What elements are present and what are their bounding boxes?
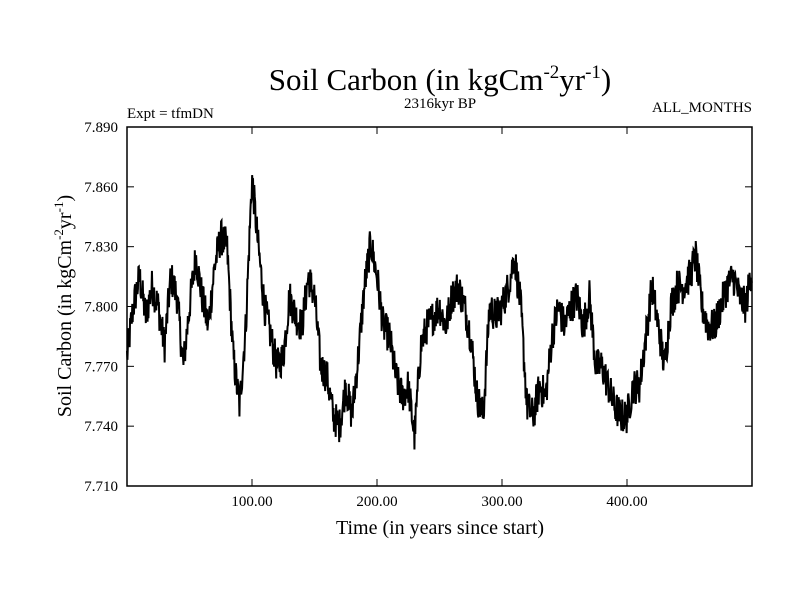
- y-tick-label: 7.890: [84, 120, 118, 136]
- experiment-label: Expt = tfmDN: [127, 106, 214, 122]
- y-axis-label: Soil Carbon (in kgCm-2yr-1): [51, 195, 76, 417]
- y-tick-label: 7.830: [84, 240, 118, 256]
- y-tick-label: 7.740: [84, 419, 118, 435]
- months-label: ALL_MONTHS: [652, 100, 752, 116]
- x-tick-label: 300.00: [481, 494, 522, 510]
- y-tick-label: 7.800: [84, 300, 118, 316]
- x-tick-label: 100.00: [231, 494, 272, 510]
- chart-subtitle: 2316kyr BP: [404, 96, 476, 112]
- x-tick-label: 200.00: [356, 494, 397, 510]
- x-axis-label: Time (in years since start): [336, 517, 544, 539]
- series-line-soil-carbon: [126, 175, 753, 450]
- y-tick-label: 7.710: [84, 479, 118, 495]
- chart-title: Soil Carbon (in kgCm-2yr-1): [269, 62, 612, 97]
- y-axis-ticks: 7.710 7.740 7.770 7.800 7.830 7.860 7.890: [84, 120, 752, 495]
- y-tick-label: 7.860: [84, 180, 118, 196]
- y-tick-label: 7.770: [84, 359, 118, 375]
- x-tick-label: 400.00: [606, 494, 647, 510]
- x-axis-ticks: 100.00 200.00 300.00 400.00: [231, 127, 648, 510]
